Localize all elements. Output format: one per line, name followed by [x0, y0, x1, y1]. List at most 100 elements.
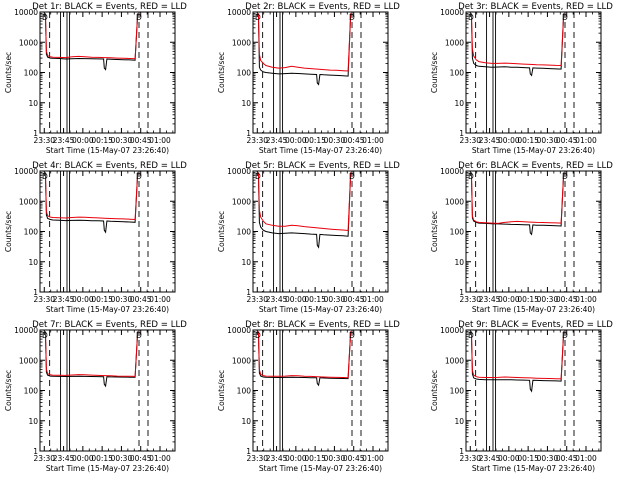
y-tick-label: 100 — [24, 387, 39, 396]
x-tick-label: 00:30 — [537, 136, 559, 145]
x-tick-label: 00:15 — [517, 136, 539, 145]
legend-mark-right: D — [136, 13, 142, 22]
y-axis-label: Counts/sec — [217, 370, 226, 411]
y-axis-label: Counts/sec — [430, 211, 439, 252]
x-tick-label: 01:00 — [362, 295, 384, 304]
y-axis-label: Counts/sec — [4, 52, 13, 93]
x-tick-label: 00:45 — [343, 136, 365, 145]
x-tick-label: 00:45 — [130, 136, 152, 145]
y-tick-label: 1 — [459, 288, 464, 297]
series-lld — [257, 331, 352, 379]
panel-title: Det 5r: BLACK = Events, RED = LLD — [245, 161, 400, 171]
x-tick-label: 23:45 — [53, 295, 75, 304]
x-tick-label: 00:30 — [111, 136, 133, 145]
y-tick-label: 10000 — [227, 8, 251, 17]
y-tick-label: 1 — [246, 447, 251, 456]
x-tick-label: 00:30 — [324, 295, 346, 304]
x-tick-label: 00:15 — [517, 454, 539, 463]
y-tick-label: 1000 — [19, 197, 38, 206]
series-events — [257, 331, 352, 387]
x-tick-label: 00:30 — [324, 454, 346, 463]
panel-title: Det 3r: BLACK = Events, RED = LLD — [458, 2, 613, 12]
legend-mark-left: D — [255, 172, 261, 181]
x-tick-label: 23:45 — [53, 136, 75, 145]
y-tick-label: 10 — [241, 99, 251, 108]
x-tick-label: 23:30 — [246, 454, 268, 463]
y-tick-label: 10000 — [227, 167, 251, 176]
legend-mark-right: D — [349, 331, 355, 340]
legend-mark-left: D — [42, 13, 48, 22]
x-tick-label: 00:30 — [324, 136, 346, 145]
y-tick-label: 10000 — [440, 326, 464, 335]
x-tick-label: 00:45 — [556, 295, 578, 304]
legend-mark-left: D — [255, 331, 261, 340]
y-tick-label: 1000 — [19, 356, 38, 365]
y-tick-label: 1 — [459, 129, 464, 138]
y-tick-label: 10 — [28, 99, 38, 108]
y-tick-label: 1000 — [232, 197, 251, 206]
series-events — [44, 331, 139, 388]
y-tick-label: 10000 — [14, 326, 38, 335]
x-tick-label: 23:45 — [479, 454, 501, 463]
y-tick-label: 1 — [33, 129, 38, 138]
y-tick-label: 1 — [459, 447, 464, 456]
legend-mark-left: D — [468, 172, 474, 181]
y-tick-label: 10 — [241, 258, 251, 267]
x-tick-label: 23:45 — [266, 136, 288, 145]
x-axis-label: Start Time (15-May-07 23:26:40) — [472, 464, 595, 473]
y-tick-label: 100 — [237, 228, 252, 237]
x-tick-label: 00:00 — [498, 295, 520, 304]
x-tick-label: 23:30 — [459, 295, 481, 304]
y-axis-label: Counts/sec — [217, 52, 226, 93]
x-tick-label: 00:00 — [72, 454, 94, 463]
y-tick-label: 10 — [454, 417, 464, 426]
y-tick-label: 1000 — [445, 38, 464, 47]
y-tick-label: 1 — [246, 129, 251, 138]
x-axis-label: Start Time (15-May-07 23:26:40) — [259, 146, 382, 155]
x-tick-label: 23:30 — [33, 295, 55, 304]
x-axis-label: Start Time (15-May-07 23:26:40) — [46, 305, 169, 314]
legend-mark-right: D — [136, 172, 142, 181]
y-tick-label: 10 — [454, 258, 464, 267]
y-tick-label: 100 — [450, 69, 465, 78]
panel-title: Det 6r: BLACK = Events, RED = LLD — [458, 161, 613, 171]
legend-mark-right: D — [562, 13, 568, 22]
legend-mark-right: D — [562, 331, 568, 340]
y-axis-label: Counts/sec — [4, 211, 13, 252]
legend-mark-right: D — [349, 13, 355, 22]
x-tick-label: 00:00 — [285, 454, 307, 463]
y-tick-label: 10 — [454, 99, 464, 108]
x-tick-label: 00:00 — [72, 295, 94, 304]
series-lld — [44, 13, 139, 60]
legend-mark-left: D — [468, 331, 474, 340]
y-axis-label: Counts/sec — [430, 370, 439, 411]
y-tick-label: 100 — [24, 69, 39, 78]
series-events — [257, 172, 352, 249]
series-events — [44, 13, 139, 71]
x-tick-label: 23:45 — [266, 295, 288, 304]
panel-title: Det 1r: BLACK = Events, RED = LLD — [32, 2, 187, 12]
x-tick-label: 00:00 — [72, 136, 94, 145]
series-events — [257, 13, 352, 86]
y-tick-label: 100 — [237, 387, 252, 396]
x-tick-label: 00:45 — [130, 454, 152, 463]
x-axis-label: Start Time (15-May-07 23:26:40) — [472, 146, 595, 155]
series-lld — [44, 331, 139, 377]
x-axis-label: Start Time (15-May-07 23:26:40) — [259, 464, 382, 473]
x-tick-label: 01:00 — [362, 454, 384, 463]
panel-title: Det 2r: BLACK = Events, RED = LLD — [245, 2, 400, 12]
series-lld — [257, 172, 352, 232]
y-axis-label: Counts/sec — [217, 211, 226, 252]
x-tick-label: 00:00 — [498, 454, 520, 463]
x-tick-label: 00:15 — [91, 295, 113, 304]
x-tick-label: 01:00 — [149, 136, 171, 145]
x-tick-label: 00:15 — [304, 454, 326, 463]
x-tick-label: 00:45 — [343, 295, 365, 304]
x-tick-label: 00:00 — [498, 136, 520, 145]
series-events — [470, 172, 565, 236]
x-tick-label: 01:00 — [575, 136, 597, 145]
x-tick-label: 00:45 — [556, 136, 578, 145]
